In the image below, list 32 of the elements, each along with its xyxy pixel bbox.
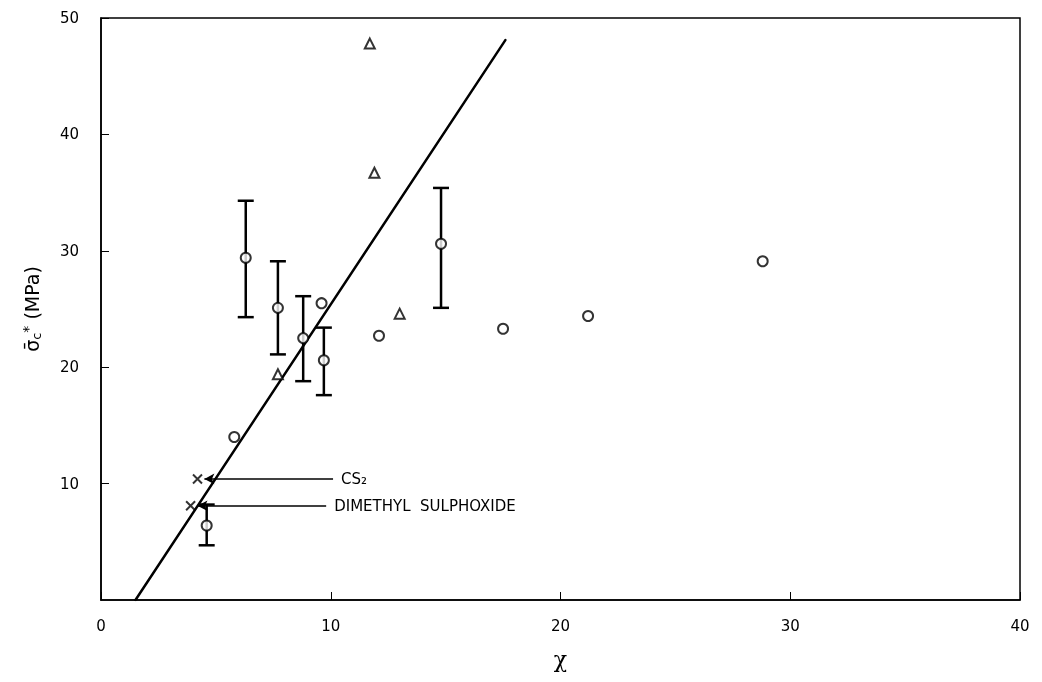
annotation: DIMETHYL SULPHOXIDE bbox=[334, 496, 516, 515]
point bbox=[228, 431, 241, 444]
y-tick-label: 20 bbox=[59, 358, 79, 377]
annotation: CS₂ bbox=[341, 469, 368, 488]
point bbox=[368, 166, 381, 179]
point bbox=[185, 500, 197, 512]
point bbox=[200, 519, 213, 532]
x-tick-label: 20 bbox=[550, 616, 571, 635]
point bbox=[315, 297, 328, 310]
point bbox=[393, 307, 406, 320]
x-tick-label: 30 bbox=[780, 616, 800, 635]
point bbox=[582, 309, 595, 322]
point bbox=[317, 354, 330, 367]
point bbox=[271, 368, 284, 381]
point bbox=[756, 255, 769, 268]
point bbox=[497, 322, 510, 335]
point bbox=[373, 329, 385, 342]
point bbox=[435, 237, 448, 250]
x-tick-label: 0 bbox=[96, 616, 106, 635]
point bbox=[363, 37, 376, 50]
x-axis-title: χ bbox=[553, 646, 568, 672]
y-tick-label: 50 bbox=[59, 9, 79, 27]
x-tick-label: 10 bbox=[321, 616, 341, 635]
y-tick-label: 40 bbox=[59, 125, 79, 144]
y-tick-label: 10 bbox=[59, 474, 79, 493]
y-axis-title: σ̄c* (MPa) bbox=[20, 266, 44, 352]
point bbox=[271, 301, 284, 314]
point bbox=[297, 332, 310, 345]
y-tick-label: 30 bbox=[59, 241, 79, 260]
x-tick-label: 40 bbox=[1010, 616, 1030, 635]
point bbox=[239, 251, 252, 264]
point bbox=[191, 473, 203, 485]
